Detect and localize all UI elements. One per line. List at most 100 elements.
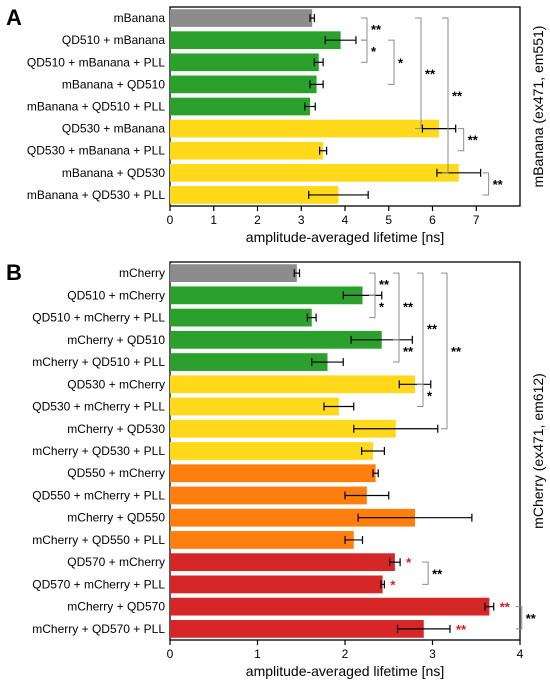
x-tick-label: 1 (210, 213, 217, 227)
significance-marker: * (390, 577, 396, 592)
x-tick-label: 0 (167, 213, 174, 227)
category-label: QD510 + mBanana (62, 33, 165, 47)
significance-bracket (422, 561, 429, 585)
y-axis-label: mCherry (ex471, em612) (530, 373, 546, 529)
significance-bracket (417, 272, 424, 385)
category-label: mBanana + QD530 + PLL (27, 188, 165, 202)
bar (170, 419, 396, 438)
bar (170, 353, 328, 371)
significance-bracket (417, 383, 424, 408)
significance-marker: ** (500, 600, 511, 615)
significance-label: ** (403, 344, 414, 359)
bar (170, 119, 440, 138)
x-axis-label: amplitude-averaged lifetime [ns] (246, 229, 444, 245)
significance-label: ** (427, 322, 438, 337)
category-label: mCherry + QD550 + PLL (32, 533, 165, 547)
significance-label: ** (451, 344, 462, 359)
bar (170, 486, 367, 505)
bar (170, 53, 319, 72)
bar (170, 264, 297, 283)
bar (170, 531, 354, 549)
significance-marker: * (406, 555, 412, 570)
significance-bracket (369, 294, 376, 319)
significance-label: ** (403, 299, 414, 314)
category-label: QD570 + mCherry (67, 555, 165, 569)
category-label: mBanana + QD510 (62, 77, 165, 91)
bar (170, 464, 376, 483)
significance-bracket (393, 272, 400, 341)
significance-label: ** (452, 88, 463, 103)
bar (170, 163, 459, 182)
significance-bracket (415, 17, 422, 130)
chart-panel-B: mCherry QD510 + mCherry QD510 + mCherry + … (6, 260, 546, 679)
bar (170, 508, 415, 527)
x-tick-label: 5 (385, 213, 392, 227)
bar (170, 442, 373, 460)
category-label: mCherry + QD530 + PLL (32, 444, 165, 458)
significance-bracket (442, 17, 449, 174)
bar (170, 330, 382, 349)
category-label: QD530 + mCherry (67, 377, 165, 391)
bar (170, 31, 341, 50)
significance-bracket (361, 17, 368, 41)
significance-marker: ** (456, 622, 467, 637)
significance-label: ** (493, 177, 504, 192)
chart-panel-A: mBanana QD510 + mBanana QD510 + mBanana + … (6, 5, 546, 245)
category-label: mCherry + QD570 + PLL (32, 622, 165, 636)
x-tick-label: 3 (429, 647, 436, 661)
x-tick-label: 2 (254, 213, 261, 227)
category-label: mCherry + QD510 + PLL (32, 355, 165, 369)
category-label: QD510 + mCherry + PLL (32, 311, 165, 325)
significance-bracket (441, 272, 448, 430)
significance-label: * (427, 388, 433, 403)
significance-bracket (369, 272, 376, 296)
x-tick-label: 0 (167, 647, 174, 661)
significance-label: ** (432, 566, 443, 581)
bar (170, 597, 490, 616)
bar (170, 375, 415, 394)
significance-bracket (388, 39, 395, 85)
category-label: QD550 + mCherry (67, 466, 165, 480)
panel-label: B (6, 260, 22, 285)
category-label: QD510 + mBanana + PLL (27, 55, 165, 69)
category-label: QD530 + mBanana + PLL (27, 144, 165, 158)
category-label: QD530 + mCherry + PLL (32, 400, 165, 414)
category-label: QD550 + mCherry + PLL (32, 488, 165, 502)
category-label: mCherry + QD510 (67, 333, 165, 347)
significance-label: * (379, 299, 385, 314)
significance-bracket (515, 606, 523, 630)
x-tick-label: 7 (473, 213, 480, 227)
significance-bracket (482, 172, 490, 196)
bar (170, 619, 424, 638)
panel-label: A (6, 5, 22, 30)
significance-label: ** (468, 133, 479, 148)
significance-label: ** (371, 22, 382, 37)
category-label: mCherry + QD530 (67, 422, 165, 436)
significance-label: ** (425, 66, 436, 81)
bar (170, 75, 317, 94)
bar (170, 97, 310, 116)
category-label: mBanana (114, 11, 166, 25)
x-tick-label: 4 (342, 213, 349, 227)
category-label: mBanana + QD530 (62, 166, 165, 180)
bar (170, 186, 339, 204)
significance-label: * (398, 55, 404, 70)
significance-bracket (361, 39, 368, 63)
bar (170, 308, 312, 327)
category-label: mCherry + QD550 (67, 511, 165, 525)
significance-bracket (393, 339, 400, 363)
x-tick-label: 4 (517, 647, 524, 661)
significance-label: * (371, 44, 377, 59)
bar (170, 397, 339, 416)
category-label: QD570 + mCherry + PLL (32, 577, 165, 591)
x-axis-label: amplitude-averaged lifetime [ns] (246, 663, 444, 679)
category-label: mCherry (119, 266, 165, 280)
x-tick-label: 6 (429, 213, 436, 227)
y-axis-label: mBanana (ex471, em551) (530, 26, 546, 188)
bar (170, 9, 313, 27)
category-label: QD530 + mBanana (62, 122, 165, 136)
bar (170, 286, 363, 305)
bar (170, 141, 324, 160)
x-tick-label: 3 (298, 213, 305, 227)
